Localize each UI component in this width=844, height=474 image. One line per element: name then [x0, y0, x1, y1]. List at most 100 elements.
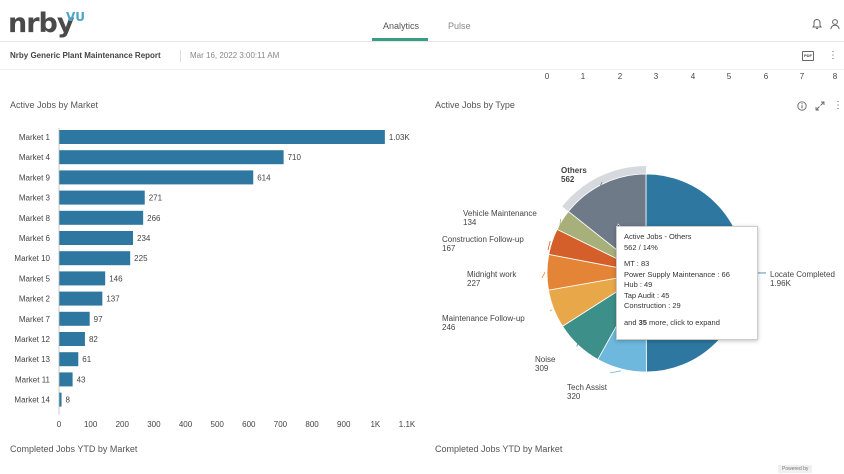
- bar-value-label: 8: [66, 396, 71, 405]
- bar[interactable]: [59, 372, 73, 387]
- bar[interactable]: [59, 210, 144, 225]
- top-tick: 4: [690, 72, 696, 81]
- report-title: Nrby Generic Plant Maintenance Report: [10, 51, 161, 60]
- powered-by-badge: Powered by: [778, 465, 813, 473]
- bar-category-label: Market 11: [15, 375, 51, 384]
- top-navigation-bar: nrby VU Analytics Pulse: [0, 0, 844, 42]
- active-jobs-by-market-chart: Market 1 1.03K Market 4 710 Market 9 614 Marke…: [14, 128, 416, 429]
- bar-value-label: 614: [257, 173, 271, 182]
- pie-hover-ring: [562, 166, 646, 213]
- bar[interactable]: [59, 311, 90, 326]
- x-tick-label: 700: [274, 420, 288, 429]
- x-tick-label: 100: [84, 420, 98, 429]
- pie-slice-label: Construction Follow-up: [442, 235, 524, 244]
- panel-more-options-icon[interactable]: ⋮: [833, 100, 843, 111]
- header-divider: [180, 50, 181, 62]
- bar-value-label: 146: [109, 274, 123, 283]
- pie-leader-line: [576, 342, 579, 347]
- pie-leader-line: [541, 272, 546, 279]
- expand-icon[interactable]: [815, 101, 825, 111]
- bar-value-label: 271: [149, 194, 163, 203]
- bell-icon[interactable]: [811, 18, 823, 30]
- pie-slice-value: 227: [467, 279, 481, 288]
- bar-value-label: 266: [147, 214, 161, 223]
- user-icon[interactable]: [829, 18, 841, 30]
- bar-category-label: Market 6: [19, 234, 51, 243]
- bar-category-label: Market 14: [14, 396, 50, 405]
- pie-slice-value: 309: [535, 364, 549, 373]
- pdf-export-button[interactable]: PDF: [802, 51, 814, 61]
- x-tick-label: 200: [116, 420, 130, 429]
- bar-category-label: Market 4: [19, 153, 51, 162]
- pie-chart-title: Active Jobs by Type: [435, 100, 515, 110]
- tooltip-line: Power Supply Maintenance : 66: [624, 269, 730, 279]
- bar-value-label: 43: [77, 375, 86, 384]
- bar[interactable]: [59, 271, 106, 286]
- pie-slice-value: 246: [442, 323, 456, 332]
- completed-jobs-left-title: Completed Jobs YTD by Market: [10, 444, 138, 454]
- x-tick-label: 900: [337, 420, 351, 429]
- top-tick: 1: [580, 72, 586, 81]
- tooltip-expand-hint[interactable]: and 35 more, click to expand: [624, 318, 750, 329]
- bar-value-label: 1.03K: [389, 133, 411, 142]
- pie-slice-value: 134: [463, 218, 477, 227]
- bar[interactable]: [59, 231, 134, 245]
- pie-slice-label: Noise: [535, 355, 556, 364]
- bar-category-label: Market 3: [19, 194, 51, 203]
- x-tick-label: 1.1K: [399, 420, 416, 429]
- tooltip-line: Construction : 29: [624, 301, 681, 310]
- bar-category-label: Market 10: [14, 254, 50, 263]
- x-tick-label: 0: [57, 420, 62, 429]
- x-tick-label: 400: [179, 420, 193, 429]
- bar-value-label: 710: [288, 153, 302, 162]
- bar-value-label: 82: [89, 335, 98, 344]
- pie-slice-label: Others: [561, 166, 587, 175]
- x-tick-label: 600: [242, 420, 256, 429]
- tooltip-foot-text: and: [624, 317, 639, 327]
- pie-slice-value: 320: [567, 392, 581, 401]
- pie-slice-value: 167: [442, 244, 456, 253]
- tooltip-line: Hub : 49: [624, 280, 653, 289]
- pie-slice-label: Maintenance Follow-up: [442, 314, 525, 323]
- top-tick: 2: [617, 72, 623, 81]
- x-tick-label: 500: [211, 420, 225, 429]
- top-tick: 3: [653, 72, 659, 81]
- pie-leader-line: [609, 370, 621, 374]
- bar[interactable]: [59, 291, 103, 306]
- bar-value-label: 137: [106, 295, 120, 304]
- bar-category-label: Market 12: [14, 335, 50, 344]
- report-more-options-icon[interactable]: ⋮: [828, 50, 838, 61]
- bar[interactable]: [59, 170, 254, 185]
- bar[interactable]: [59, 332, 85, 346]
- x-tick-label: 300: [147, 420, 161, 429]
- active-tab-indicator: [372, 38, 428, 41]
- bar-category-label: Market 8: [19, 214, 51, 223]
- bar[interactable]: [59, 130, 385, 144]
- pie-leader-line: [549, 309, 553, 312]
- tab-pulse[interactable]: Pulse: [448, 21, 471, 31]
- top-tick: 0: [544, 72, 550, 81]
- tooltip-line: MT : 83: [624, 259, 650, 268]
- bar[interactable]: [59, 352, 79, 367]
- tooltip-line: Tap Audit : 45: [624, 290, 670, 300]
- bar[interactable]: [59, 392, 62, 407]
- bar-value-label: 97: [94, 315, 103, 324]
- info-icon[interactable]: [797, 101, 807, 111]
- tooltip-foot-text: more, click to expand: [646, 317, 720, 327]
- bar-category-label: Market 7: [19, 315, 51, 324]
- bar[interactable]: [59, 150, 284, 165]
- bar-value-label: 225: [134, 254, 148, 263]
- bar-value-label: 61: [82, 355, 91, 364]
- pie-leader-line: [547, 240, 551, 251]
- pie-leader-line: [559, 218, 562, 226]
- bar-category-label: Market 1: [19, 133, 51, 142]
- pie-leader-line: [599, 181, 603, 188]
- top-tick: 5: [726, 72, 732, 81]
- tooltip-subtotal: 562 / 14%: [624, 242, 658, 252]
- top-tick: 8: [832, 72, 838, 81]
- bar[interactable]: [59, 190, 145, 205]
- tab-analytics[interactable]: Analytics: [383, 21, 420, 31]
- report-header: Nrby Generic Plant Maintenance Report Ma…: [0, 42, 844, 70]
- bar[interactable]: [59, 251, 131, 266]
- x-tick-label: 800: [305, 420, 319, 429]
